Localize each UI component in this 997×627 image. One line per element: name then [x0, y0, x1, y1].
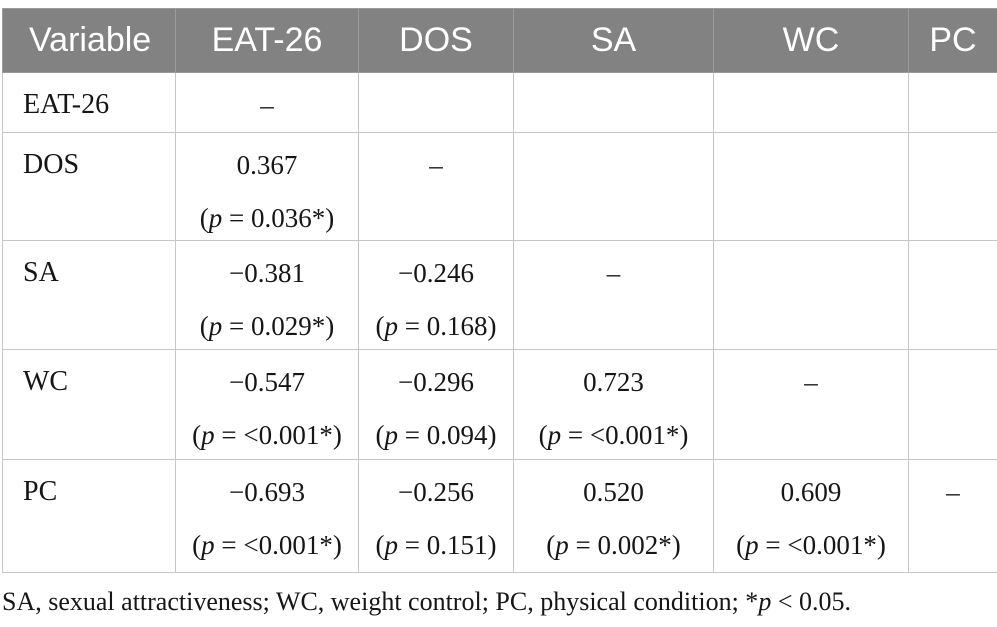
correlation-value: −0.693 [229, 477, 305, 507]
footnote-p-symbol: p [758, 587, 772, 616]
cell-eat-26-pc [908, 72, 997, 133]
cell-pc-eat-26: −0.693 (p = <0.001*) [175, 459, 359, 573]
row-label-sa: SA [2, 240, 176, 350]
correlation-value: 0.367 [236, 150, 298, 180]
diagonal-dash: – [606, 258, 621, 288]
cell-pc-wc: 0.609 (p = <0.001*) [713, 459, 909, 573]
table-body: EAT-26 – DOS 0.367 (p = 0.036*) – SA −0.381 (p =… [2, 72, 997, 573]
footnote-text: SA, sexual attractiveness; WC, weight co… [2, 587, 759, 616]
correlation-table: Variable EAT-26 DOS SA WC PC EAT-26– DOS 0.367(… [2, 8, 997, 573]
cell-pc-sa: 0.520 (p = 0.002*) [513, 459, 714, 573]
cell-wc-pc [908, 349, 997, 460]
column-header-variable: Variable [2, 8, 176, 73]
correlation-value: −0.381 [229, 258, 305, 288]
p-value: (p = <0.001*) [192, 420, 342, 450]
cell-pc-pc: – [908, 459, 997, 573]
p-value: (p = 0.002*) [546, 530, 681, 560]
header-row: Variable EAT-26 DOS SA WC PC [2, 8, 997, 73]
correlation-value: −0.296 [398, 367, 474, 397]
row-label-dos: DOS [2, 132, 176, 241]
table-row-eat-26: EAT-26 – [2, 72, 997, 133]
cell-dos-sa [513, 132, 714, 241]
correlation-value: −0.256 [398, 477, 474, 507]
cell-sa-eat-26: −0.381 (p = 0.029*) [175, 240, 359, 350]
cell-dos-dos: – [358, 132, 514, 241]
table-row-sa: SA −0.381 (p = 0.029*) −0.246 (p = 0.168) – [2, 240, 997, 350]
cell-sa-dos: −0.246 (p = 0.168) [358, 240, 514, 350]
footnote-suffix: < 0.05. [771, 587, 851, 616]
correlation-value: 0.723 [583, 367, 644, 397]
cell-wc-sa: 0.723 (p = <0.001*) [513, 349, 714, 460]
correlation-value: 0.609 [780, 477, 842, 507]
correlation-value: −0.547 [229, 367, 305, 397]
p-value: (p = 0.094) [375, 420, 497, 450]
p-value: (p = 0.029*) [199, 311, 335, 341]
cell-wc-eat-26: −0.547 (p = <0.001*) [175, 349, 359, 460]
p-value: (p = 0.168) [375, 311, 497, 341]
cell-wc-dos: −0.296 (p = 0.094) [358, 349, 514, 460]
cell-pc-dos: −0.256 (p = 0.151) [358, 459, 514, 573]
cell-sa-sa: – [513, 240, 714, 350]
p-value: (p = 0.151) [375, 530, 497, 560]
cell-eat-26-sa [513, 72, 714, 133]
row-label-wc: WC [2, 349, 176, 460]
diagonal-dash: – [260, 90, 274, 120]
cell-dos-wc [713, 132, 909, 241]
cell-eat-26-wc [713, 72, 909, 133]
table-footnote: SA, sexual attractiveness; WC, weight co… [2, 586, 997, 618]
correlation-value: 0.520 [583, 477, 644, 507]
cell-wc-wc: – [713, 349, 909, 460]
p-value: (p = 0.036*) [199, 203, 335, 233]
correlation-value: −0.246 [398, 258, 474, 288]
column-header-wc: WC [713, 8, 909, 73]
diagonal-dash: – [429, 150, 443, 180]
column-header-dos: DOS [358, 8, 514, 73]
p-value: (p = <0.001*) [736, 530, 886, 560]
table-row-wc: WC −0.547 (p = <0.001*) −0.296 (p = 0.094) 0.… [2, 349, 997, 460]
cell-sa-wc [713, 240, 909, 350]
column-header-sa: SA [513, 8, 714, 73]
row-label-pc: PC [2, 459, 176, 573]
column-header-pc: PC [908, 8, 997, 73]
diagonal-dash: – [946, 477, 960, 507]
column-header-eat-26: EAT-26 [175, 8, 359, 73]
p-value: (p = <0.001*) [538, 420, 689, 450]
row-label-eat-26: EAT-26 [2, 72, 176, 133]
table-row-pc: PC −0.693 (p = <0.001*) −0.256 (p = 0.151) 0.… [2, 459, 997, 573]
diagonal-dash: – [804, 367, 818, 397]
cell-eat-26-eat-26: – [175, 72, 359, 133]
cell-eat-26-dos [358, 72, 514, 133]
cell-dos-eat-26: 0.367 (p = 0.036*) [175, 132, 359, 241]
table-row-dos: DOS 0.367 (p = 0.036*) – [2, 132, 997, 241]
cell-dos-pc [908, 132, 997, 241]
p-value: (p = <0.001*) [192, 530, 342, 560]
cell-sa-pc [908, 240, 997, 350]
